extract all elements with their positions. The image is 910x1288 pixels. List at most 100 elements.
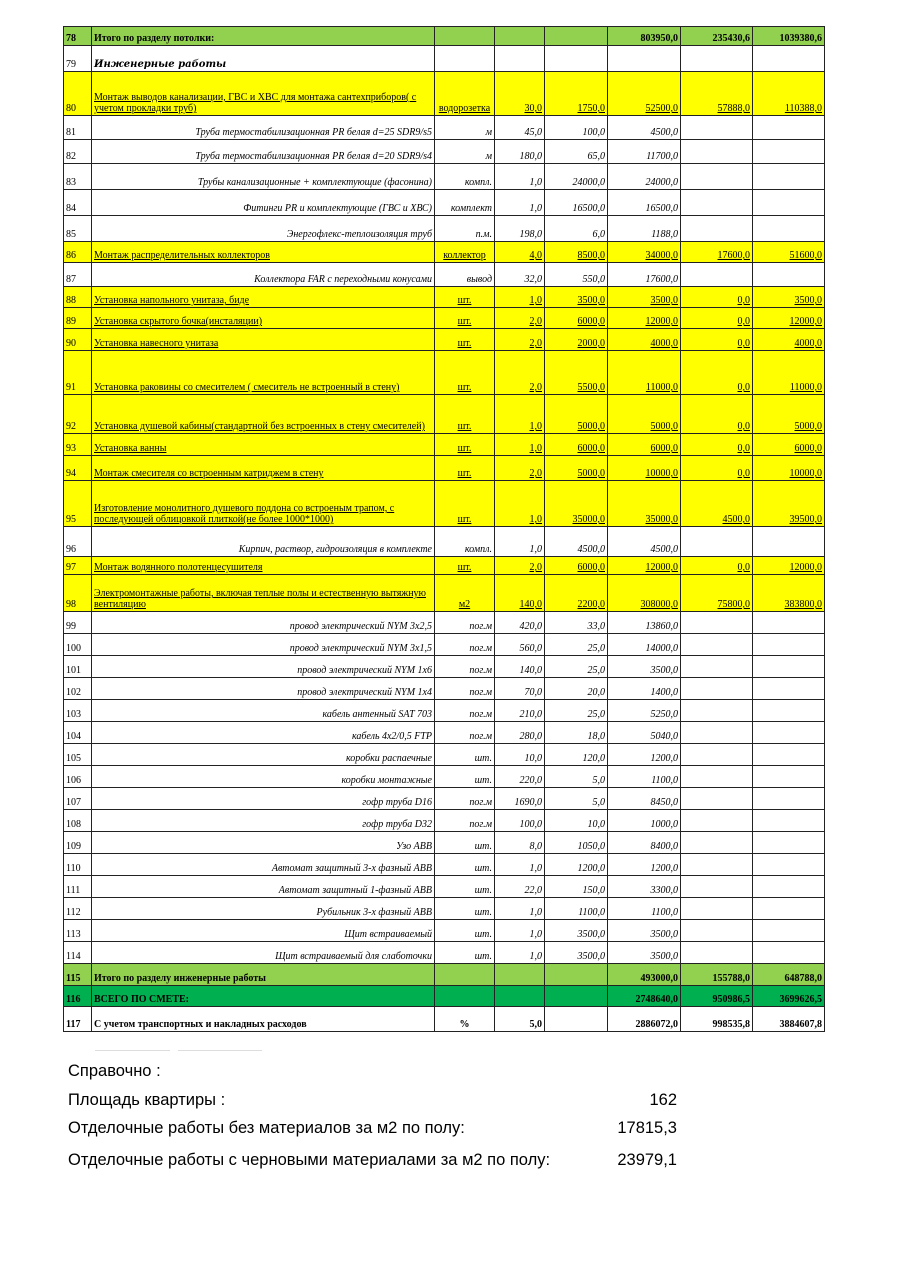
- unit-price-cell: 6,0: [544, 215, 608, 242]
- unit-price-cell: [544, 1006, 608, 1032]
- total-sum-cell: [752, 743, 825, 766]
- materials-sum-cell: [680, 941, 753, 964]
- table-row: 112 Рубильник 3-х фазный ABB шт. 1,0 1100,0 1…: [63, 897, 825, 920]
- unit-price-cell: 5000,0: [544, 394, 608, 434]
- total-sum-cell: 1039380,6: [752, 26, 825, 46]
- materials-sum-cell: 950986,5: [680, 985, 753, 1007]
- materials-sum-cell: [680, 633, 753, 656]
- unit-cell: вывод: [434, 262, 495, 287]
- table-row: 109 Узо ABB шт. 8,0 1050,0 8400,0: [63, 831, 825, 854]
- unit-cell: компл.: [434, 526, 495, 557]
- item-name-cell: Установка скрытого бочка(инсталяции): [91, 307, 435, 329]
- row-number-cell: 97: [63, 556, 92, 575]
- reference-value: 162: [649, 1091, 677, 1109]
- unit-price-cell: 5000,0: [544, 455, 608, 481]
- item-name-cell: Монтаж распределительных коллекторов: [91, 241, 435, 263]
- unit-cell: шт.: [434, 328, 495, 351]
- row-number-cell: 96: [63, 526, 92, 557]
- unit-cell: шт.: [434, 455, 495, 481]
- quantity-cell: 220,0: [494, 765, 545, 788]
- table-row: 79 Инженерные работы: [63, 45, 825, 72]
- materials-sum-cell: 0,0: [680, 433, 753, 456]
- work-sum-cell: [607, 45, 681, 72]
- work-sum-cell: 17600,0: [607, 262, 681, 287]
- row-number-cell: 88: [63, 286, 92, 308]
- materials-sum-cell: 0,0: [680, 556, 753, 575]
- total-sum-cell: 3500,0: [752, 286, 825, 308]
- unit-price-cell: 1100,0: [544, 897, 608, 920]
- item-name-cell: гофр труба D32: [91, 809, 435, 832]
- quantity-cell: 2,0: [494, 328, 545, 351]
- table-row: 87 Коллектора FAR с переходными конусами в…: [63, 262, 825, 287]
- materials-sum-cell: [680, 809, 753, 832]
- total-sum-cell: [752, 163, 825, 190]
- quantity-cell: 32,0: [494, 262, 545, 287]
- unit-cell: шт.: [434, 556, 495, 575]
- table-row: 92 Установка душевой кабины(стандартной б…: [63, 394, 825, 434]
- unit-price-cell: 100,0: [544, 115, 608, 140]
- row-number-cell: 86: [63, 241, 92, 263]
- materials-sum-cell: 155788,0: [680, 963, 753, 986]
- table-row: 78 Итого по разделу потолки: 803950,0 23543…: [63, 26, 825, 46]
- work-sum-cell: 1000,0: [607, 809, 681, 832]
- unit-price-cell: 35000,0: [544, 480, 608, 527]
- table-row: 84 Фитинги PR и комплектующие (ГВС и ХВС)…: [63, 189, 825, 216]
- table-row: 98 Электромонтажные работы, включая теплы…: [63, 574, 825, 612]
- total-sum-cell: 4000,0: [752, 328, 825, 351]
- unit-cell: шт.: [434, 831, 495, 854]
- total-sum-cell: 110388,0: [752, 71, 825, 116]
- work-sum-cell: 1200,0: [607, 743, 681, 766]
- table-row: 108 гофр труба D32 пог.м 100,0 10,0 1000,0: [63, 809, 825, 832]
- work-sum-cell: 2886072,0: [607, 1006, 681, 1032]
- quantity-cell: 1690,0: [494, 787, 545, 810]
- table-row: 111 Автомат защитный 1-фазный ABB шт. 22,0 1…: [63, 875, 825, 898]
- materials-sum-cell: [680, 743, 753, 766]
- row-number-cell: 94: [63, 455, 92, 481]
- item-name-cell: кабель 4x2/0,5 FTP: [91, 721, 435, 744]
- unit-cell: [434, 26, 495, 46]
- row-number-cell: 80: [63, 71, 92, 116]
- unit-cell: %: [434, 1006, 495, 1032]
- unit-cell: м: [434, 139, 495, 164]
- quantity-cell: 70,0: [494, 677, 545, 700]
- work-sum-cell: 4500,0: [607, 526, 681, 557]
- row-number-cell: 84: [63, 189, 92, 216]
- unit-price-cell: 18,0: [544, 721, 608, 744]
- work-sum-cell: 12000,0: [607, 307, 681, 329]
- quantity-cell: 4,0: [494, 241, 545, 263]
- unit-cell: шт.: [434, 433, 495, 456]
- table-row: 96 Кирпич, раствор, гидроизоляция в компл…: [63, 526, 825, 557]
- item-name-cell: Фитинги PR и комплектующие (ГВС и ХВС): [91, 189, 435, 216]
- quantity-cell: 1,0: [494, 941, 545, 964]
- materials-sum-cell: 235430,6: [680, 26, 753, 46]
- quantity-cell: 10,0: [494, 743, 545, 766]
- unit-cell: водорозетка: [434, 71, 495, 116]
- item-name-cell: Установка навесного унитаза: [91, 328, 435, 351]
- quantity-cell: 45,0: [494, 115, 545, 140]
- reference-label: Площадь квартиры :: [68, 1091, 226, 1109]
- table-row: 107 гофр труба D16 пог.м 1690,0 5,0 8450,0: [63, 787, 825, 810]
- table-row: 95 Изготовление монолитного душевого подд…: [63, 480, 825, 527]
- materials-sum-cell: [680, 765, 753, 788]
- total-sum-cell: [752, 262, 825, 287]
- work-sum-cell: 1100,0: [607, 765, 681, 788]
- unit-price-cell: 8500,0: [544, 241, 608, 263]
- unit-cell: шт.: [434, 765, 495, 788]
- materials-sum-cell: [680, 526, 753, 557]
- row-number-cell: 106: [63, 765, 92, 788]
- row-number-cell: 111: [63, 875, 92, 898]
- total-sum-cell: [752, 809, 825, 832]
- quantity-cell: 1,0: [494, 919, 545, 942]
- total-sum-cell: [752, 787, 825, 810]
- table-row: 101 провод электрический NYM 1x6 пог.м 140,…: [63, 655, 825, 678]
- item-name-cell: Энергофлекс-теплоизоляция труб: [91, 215, 435, 242]
- table-row: 88 Установка напольного унитаза, биде шт. 1…: [63, 286, 825, 308]
- unit-price-cell: 1200,0: [544, 853, 608, 876]
- quantity-cell: 180,0: [494, 139, 545, 164]
- unit-cell: шт.: [434, 307, 495, 329]
- unit-price-cell: 1750,0: [544, 71, 608, 116]
- work-sum-cell: 35000,0: [607, 480, 681, 527]
- materials-sum-cell: [680, 831, 753, 854]
- unit-price-cell: 10,0: [544, 809, 608, 832]
- materials-sum-cell: [680, 655, 753, 678]
